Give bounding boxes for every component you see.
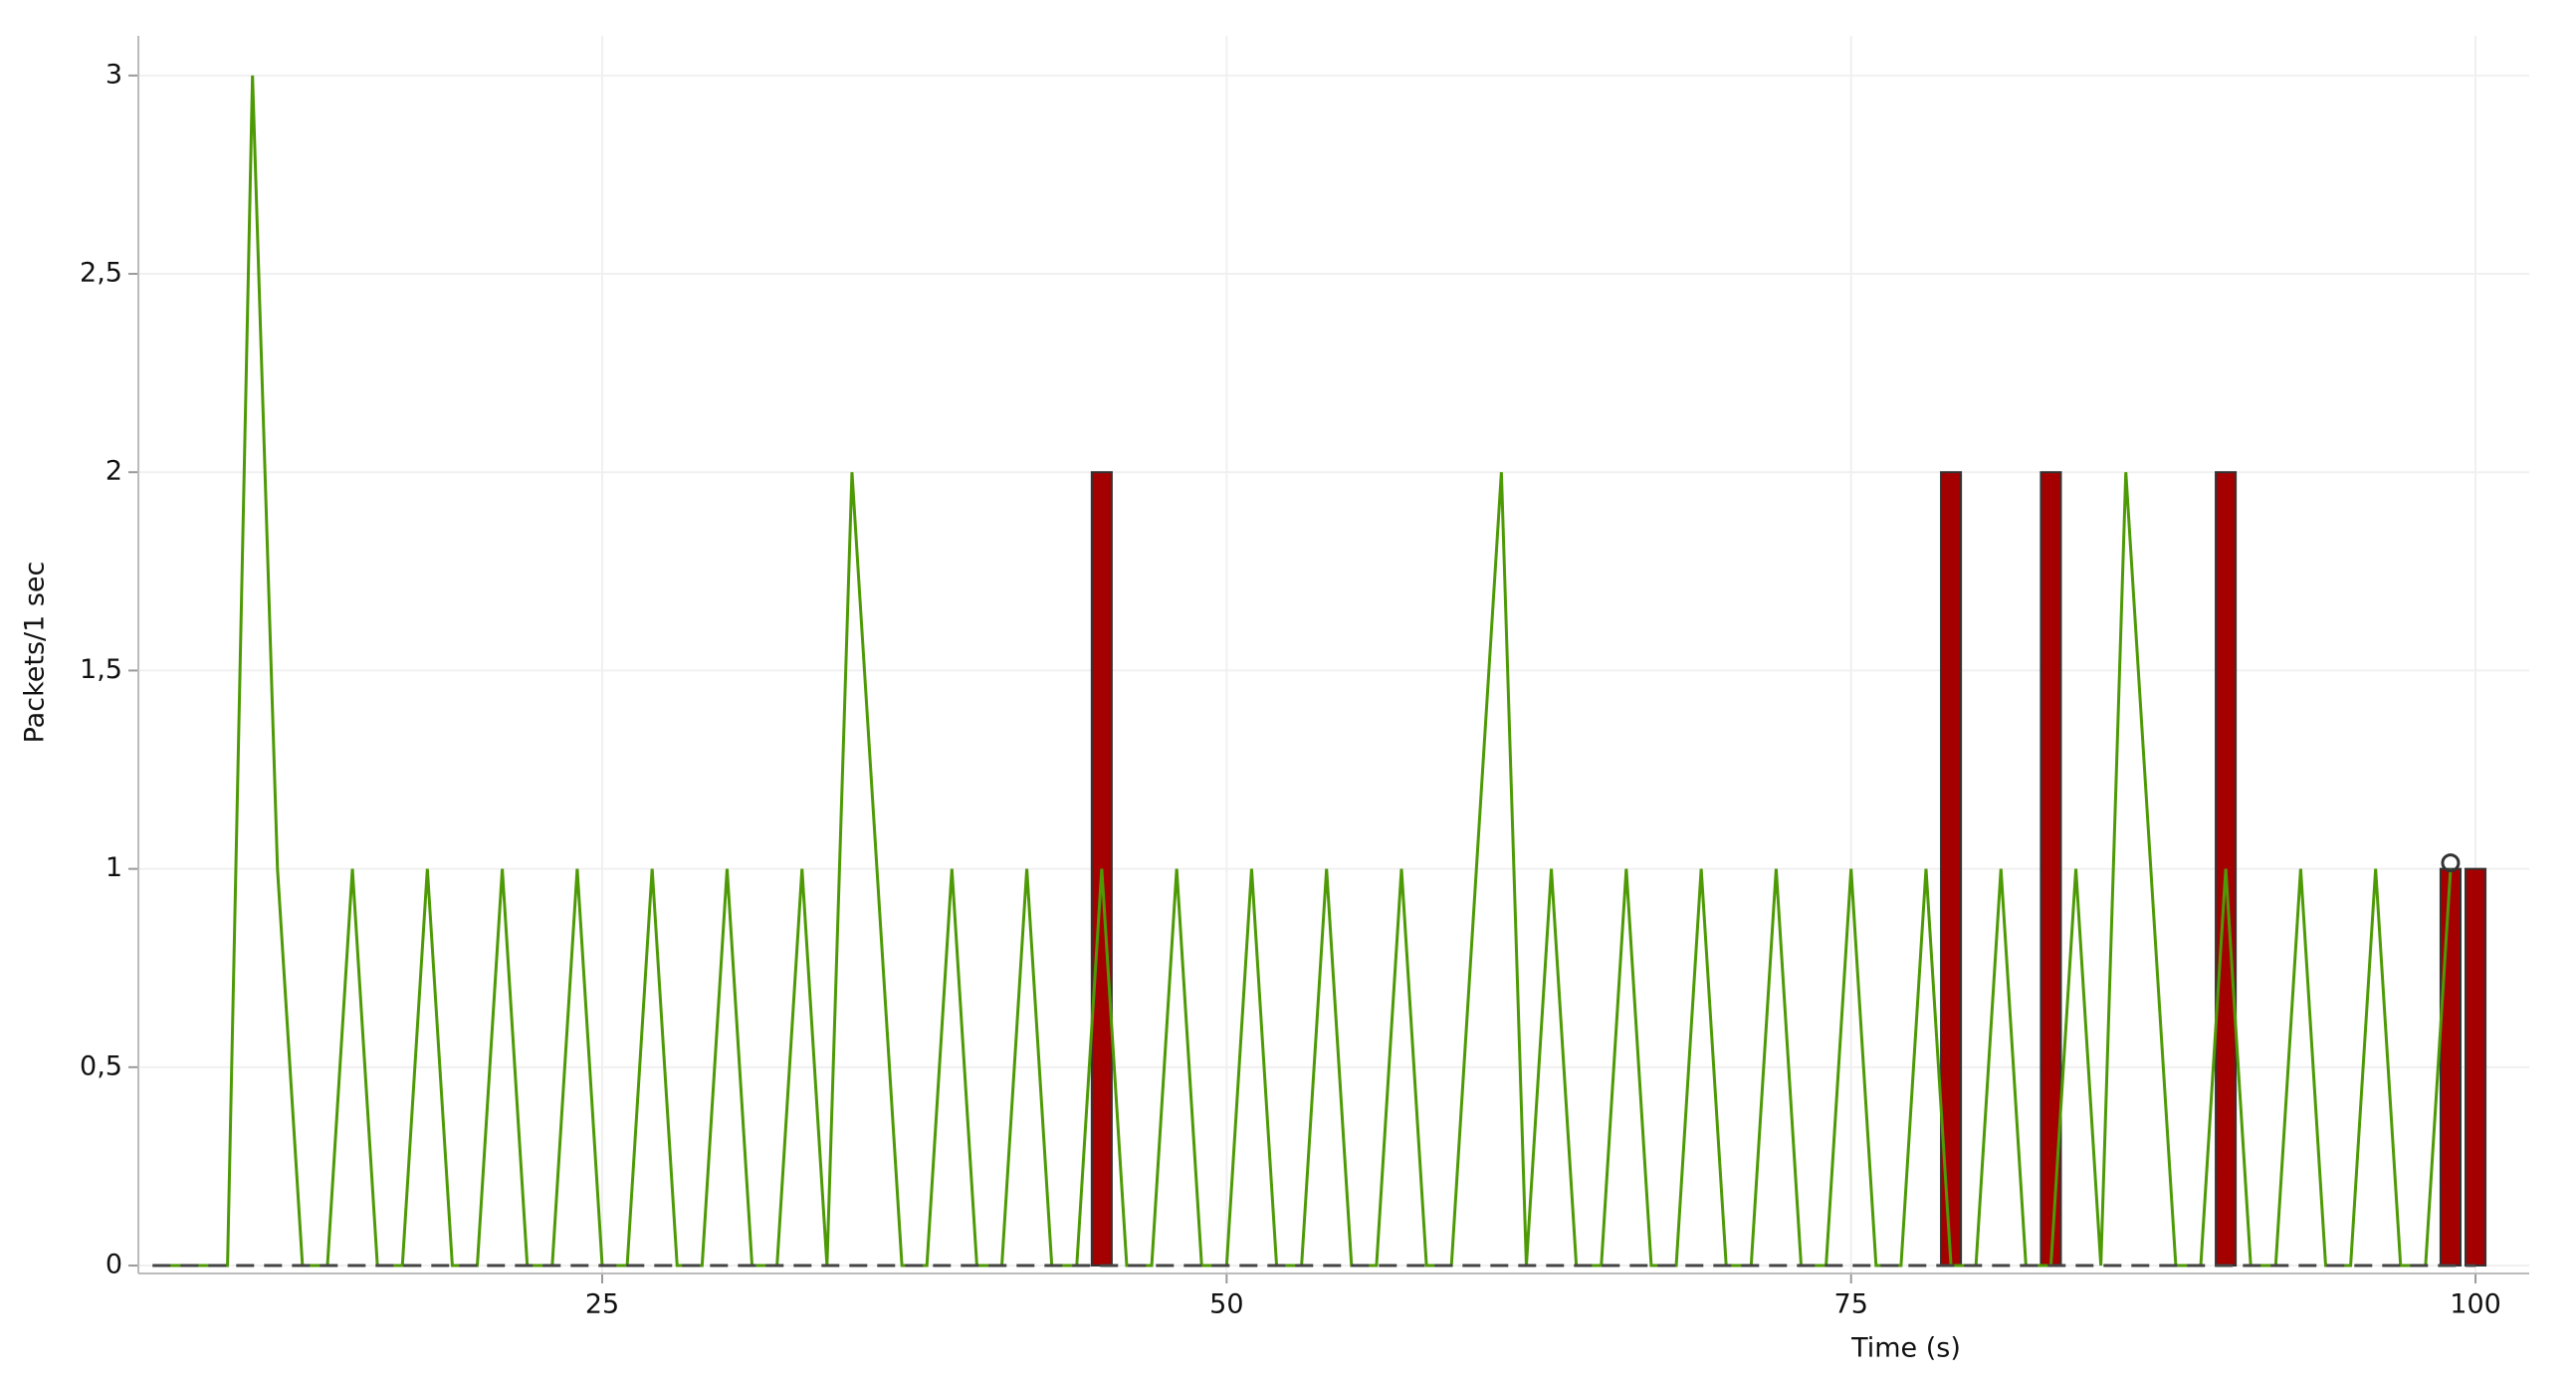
x-tick-label: 100 xyxy=(2450,1289,2501,1320)
y-tick-label: 1,5 xyxy=(80,654,122,685)
y-tick-label: 0 xyxy=(106,1250,122,1280)
bar xyxy=(2465,867,2487,1268)
y-tick-label: 0,5 xyxy=(80,1050,122,1081)
last-point-marker xyxy=(2441,853,2461,873)
y-tick-label: 3 xyxy=(106,59,122,90)
x-axis-title: Time (s) xyxy=(1850,1333,1961,1364)
bar xyxy=(2439,867,2462,1268)
x-tick-label: 75 xyxy=(1834,1289,1868,1320)
y-axis-title: Packets/1 sec xyxy=(20,562,51,744)
x-tick-label: 25 xyxy=(585,1289,619,1320)
y-tick-label: 2,5 xyxy=(80,258,122,289)
y-tick-label: 2 xyxy=(106,456,122,487)
y-tick-label: 1 xyxy=(106,852,122,883)
x-tick-label: 50 xyxy=(1209,1289,1243,1320)
